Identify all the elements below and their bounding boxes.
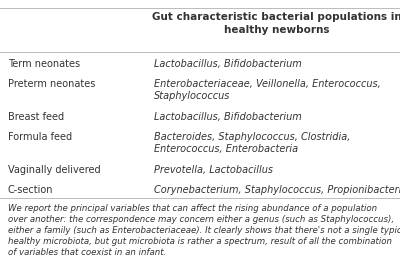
Text: Breast feed: Breast feed xyxy=(8,112,64,122)
Text: Formula feed: Formula feed xyxy=(8,132,72,142)
Text: Prevotella, Lactobacillus: Prevotella, Lactobacillus xyxy=(154,165,273,175)
Text: Vaginally delivered: Vaginally delivered xyxy=(8,165,101,175)
Text: Enterobacteriaceae, Veillonella, Enterococcus,
Staphylococcus: Enterobacteriaceae, Veillonella, Enteroc… xyxy=(154,79,381,101)
Text: We report the principal variables that can affect the rising abundance of a popu: We report the principal variables that c… xyxy=(8,204,400,257)
Text: Bacteroides, Staphylococcus, Clostridia,
Enterococcus, Enterobacteria: Bacteroides, Staphylococcus, Clostridia,… xyxy=(154,132,350,154)
Text: Gut characteristic bacterial populations in
healthy newborns: Gut characteristic bacterial populations… xyxy=(152,12,400,35)
Text: Term neonates: Term neonates xyxy=(8,59,80,69)
Text: Lactobacillus, Bifidobacterium: Lactobacillus, Bifidobacterium xyxy=(154,59,302,69)
Text: Lactobacillus, Bifidobacterium: Lactobacillus, Bifidobacterium xyxy=(154,112,302,122)
Text: Corynebacterium, Staphylococcus, Propionibacterium: Corynebacterium, Staphylococcus, Propion… xyxy=(154,185,400,195)
Text: C-section: C-section xyxy=(8,185,54,195)
Text: Preterm neonates: Preterm neonates xyxy=(8,79,95,89)
